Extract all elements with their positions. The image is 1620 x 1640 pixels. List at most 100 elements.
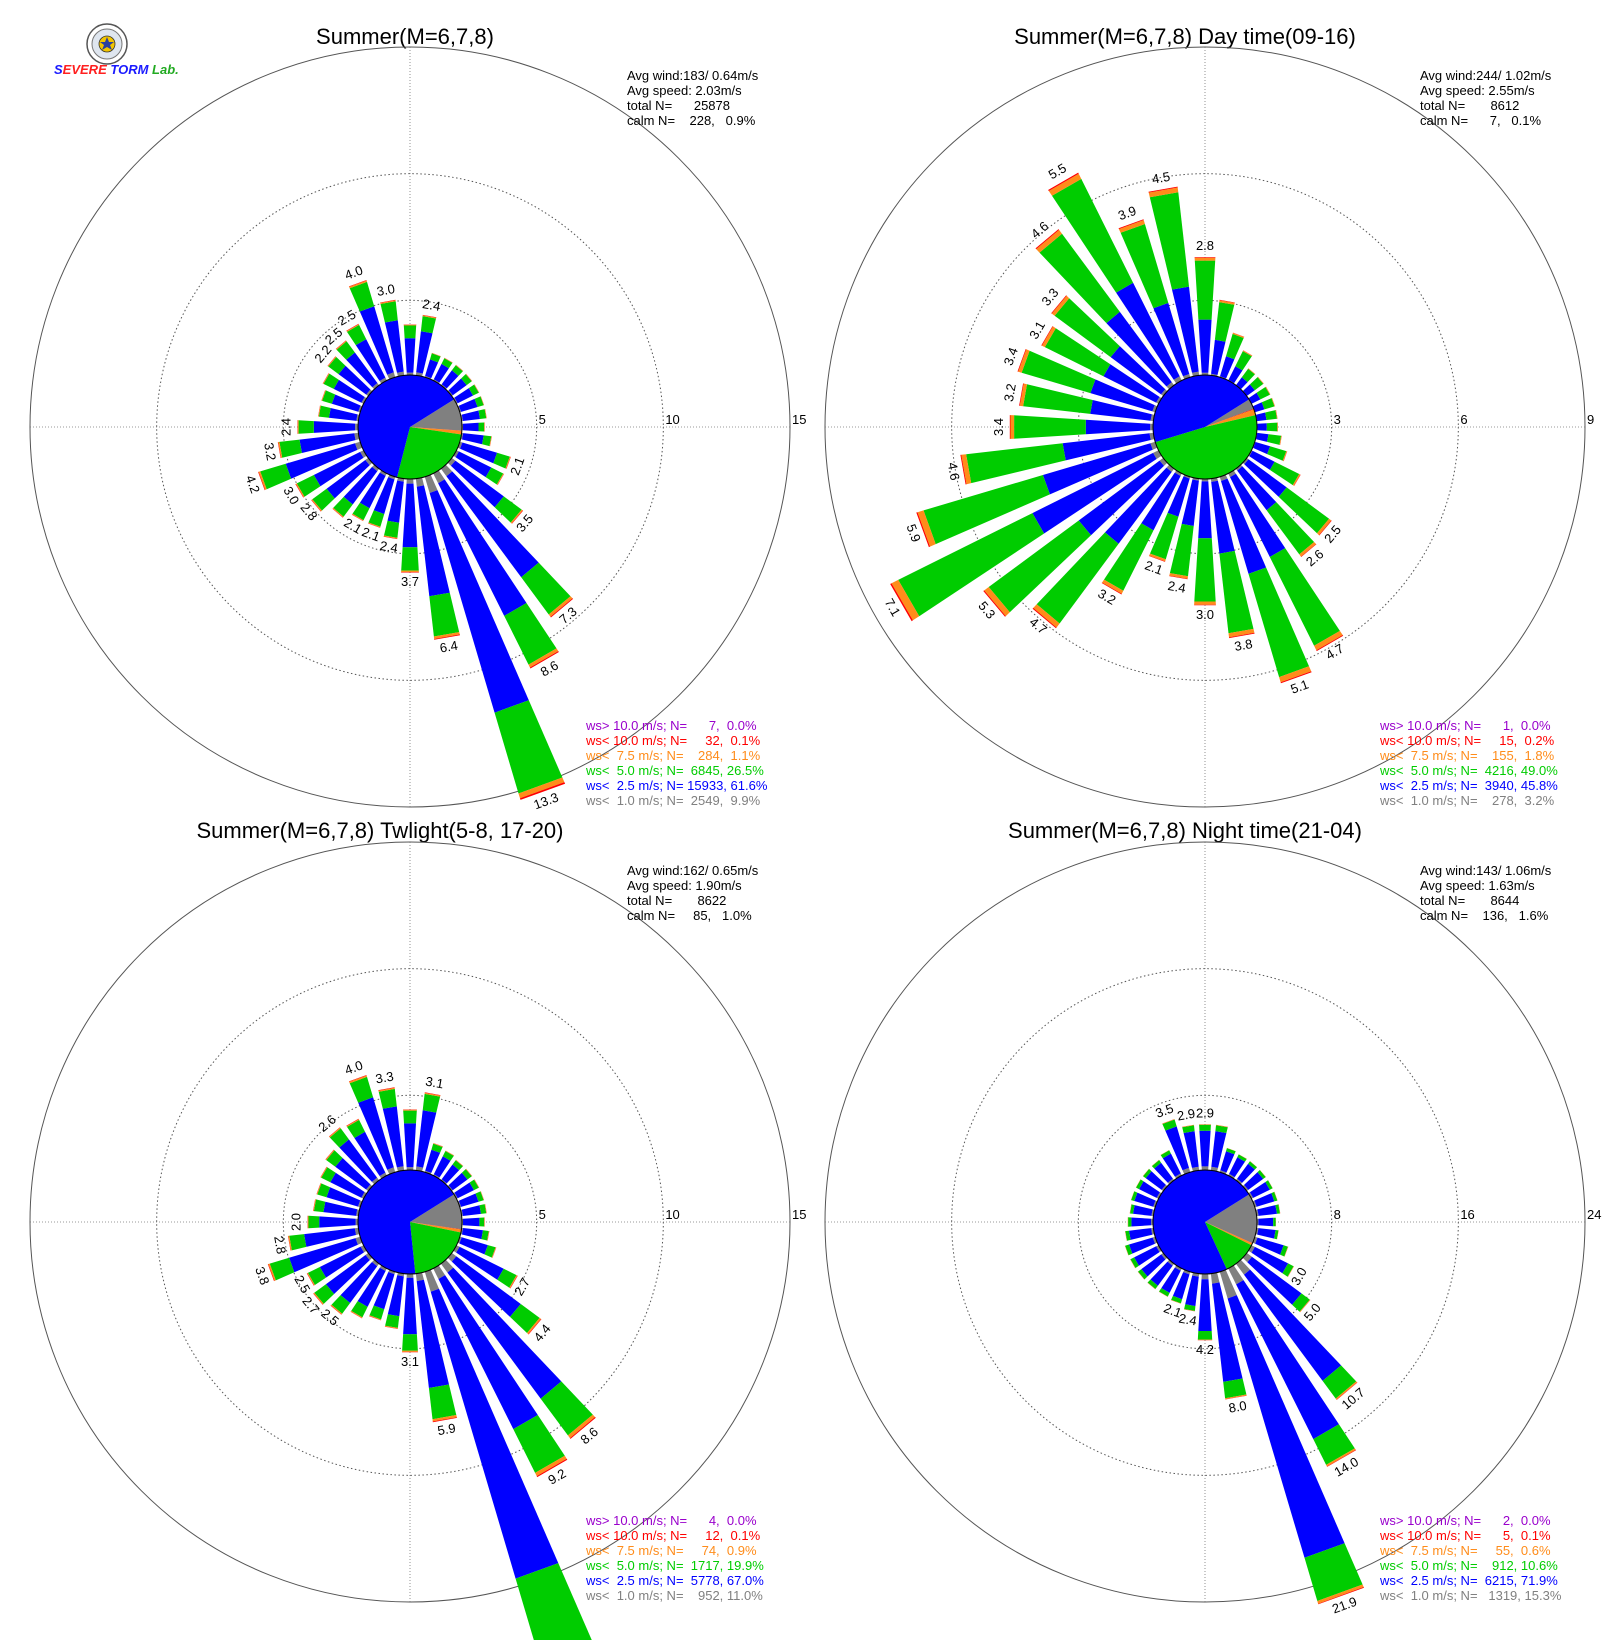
petal-segment [479, 1204, 487, 1214]
petal-segment [330, 1305, 342, 1315]
petal-segment [416, 1110, 437, 1168]
wind-rose-panel: Summer(M=6,7,8) Twlight(5-8, 17-20) 5 10 15… [29, 818, 806, 1640]
petal-segment [346, 324, 360, 332]
petal-segment [330, 1172, 365, 1198]
petal-segment [329, 1128, 349, 1148]
petal-segment [1256, 432, 1269, 442]
petal-segment [1201, 1273, 1209, 1280]
petal-segment [422, 1093, 441, 1113]
petal-segment [1166, 464, 1175, 472]
petal-label: 2.4 [421, 296, 441, 314]
petal-segment [433, 632, 460, 639]
petal-label: 3.0 [376, 281, 396, 299]
petal-segment [480, 396, 484, 406]
petal-segment [461, 1205, 481, 1216]
petal-segment [446, 471, 539, 578]
petal-segment [321, 390, 326, 401]
petal-segment [1145, 1171, 1166, 1190]
petal-label: 4.0 [343, 1057, 365, 1077]
petal-segment [1041, 326, 1053, 346]
petal-segment [1223, 1378, 1247, 1399]
petal-segment [1228, 366, 1243, 384]
petal-segment [1268, 1180, 1273, 1189]
petal-label: 2.4 [1178, 1310, 1198, 1328]
petal-segment [406, 478, 414, 484]
petal-segment [1118, 219, 1144, 230]
petal-segment [466, 373, 473, 382]
petal-segment [1194, 601, 1216, 605]
petal-segment [431, 1143, 443, 1153]
legend-entry: ws> 10.0 m/s; N= 2, 0.0% [1379, 1513, 1551, 1528]
petal-segment [451, 365, 463, 376]
petal-segment [1125, 1230, 1131, 1241]
petal-segment [1090, 379, 1155, 412]
petal-segment [1048, 172, 1079, 191]
petal-segment [1304, 1543, 1363, 1601]
petal-segment [349, 280, 367, 289]
petal-segment [1252, 1236, 1258, 1244]
petal-segment [1235, 351, 1252, 371]
petal-segment [1259, 1169, 1266, 1178]
petal-segment [321, 1167, 336, 1183]
petal-segment [482, 435, 492, 447]
petal-segment [1036, 229, 1062, 253]
calm-pie-slice [410, 1222, 461, 1274]
petal-segment [1167, 1178, 1175, 1185]
petal-segment [1249, 1182, 1270, 1198]
petal-segment [1316, 635, 1344, 652]
petal-segment [424, 1092, 441, 1096]
petal-label: 3.8 [1233, 636, 1253, 654]
calm-pie-slice [397, 427, 462, 480]
petal-segment [346, 1119, 360, 1127]
calm-pie-slice [1205, 399, 1254, 427]
petal-segment [1125, 1244, 1133, 1256]
petal-label: 2.1 [360, 524, 382, 544]
petal-segment [1201, 372, 1209, 376]
petal-segment [322, 373, 329, 384]
petal-segment [387, 480, 404, 523]
petal-segment [1169, 575, 1188, 580]
petal-segment [1156, 396, 1162, 404]
petal-segment [1139, 1181, 1160, 1198]
stats-line: Avg wind:244/ 1.02m/s [1420, 68, 1552, 83]
petal-segment [1283, 451, 1288, 462]
calm-pie-slice [1155, 415, 1258, 480]
petal-segment [489, 436, 492, 447]
petal-segment [1247, 1256, 1302, 1305]
petal-segment [355, 423, 359, 431]
petal-segment [515, 1563, 592, 1640]
petal-segment [1318, 520, 1332, 536]
petal-segment [369, 1305, 385, 1320]
petal-segment [1129, 1237, 1155, 1254]
petal-segment [1143, 1168, 1152, 1179]
petal-segment [480, 396, 485, 406]
petal-segment [307, 1215, 309, 1229]
petal-segment [278, 441, 283, 458]
legend-entry: ws< 5.0 m/s; N= 1717, 19.9% [585, 1558, 764, 1573]
petal-segment [311, 499, 322, 512]
petal-segment [448, 378, 467, 396]
petal-label: 3.4 [991, 418, 1006, 436]
petal-segment [1023, 384, 1093, 414]
petal-segment [1326, 1448, 1356, 1467]
petal-segment [1226, 1148, 1236, 1155]
calm-pie-slice [1205, 409, 1256, 427]
ring-label: 6 [1460, 412, 1467, 427]
calm-pie-slice [410, 1222, 462, 1233]
petal-label: 6.4 [439, 638, 459, 656]
legend-entry: ws< 1.0 m/s; N= 278, 3.2% [1379, 793, 1555, 808]
petal-segment [1219, 550, 1254, 634]
petal-segment [1160, 1150, 1170, 1156]
petal-segment [258, 471, 266, 491]
petal-segment [1159, 457, 1168, 466]
petal-segment [1261, 398, 1275, 410]
petal-segment [485, 467, 504, 485]
petal-segment [1051, 295, 1067, 314]
petal-label: 3.5 [1153, 1101, 1175, 1121]
petal-segment [1032, 607, 1057, 629]
petal-segment [352, 502, 370, 521]
petal-segment [1182, 1125, 1195, 1133]
stats-line: total N= 8644 [1420, 893, 1519, 908]
petal-segment [1169, 573, 1188, 579]
petal-segment [447, 457, 456, 466]
